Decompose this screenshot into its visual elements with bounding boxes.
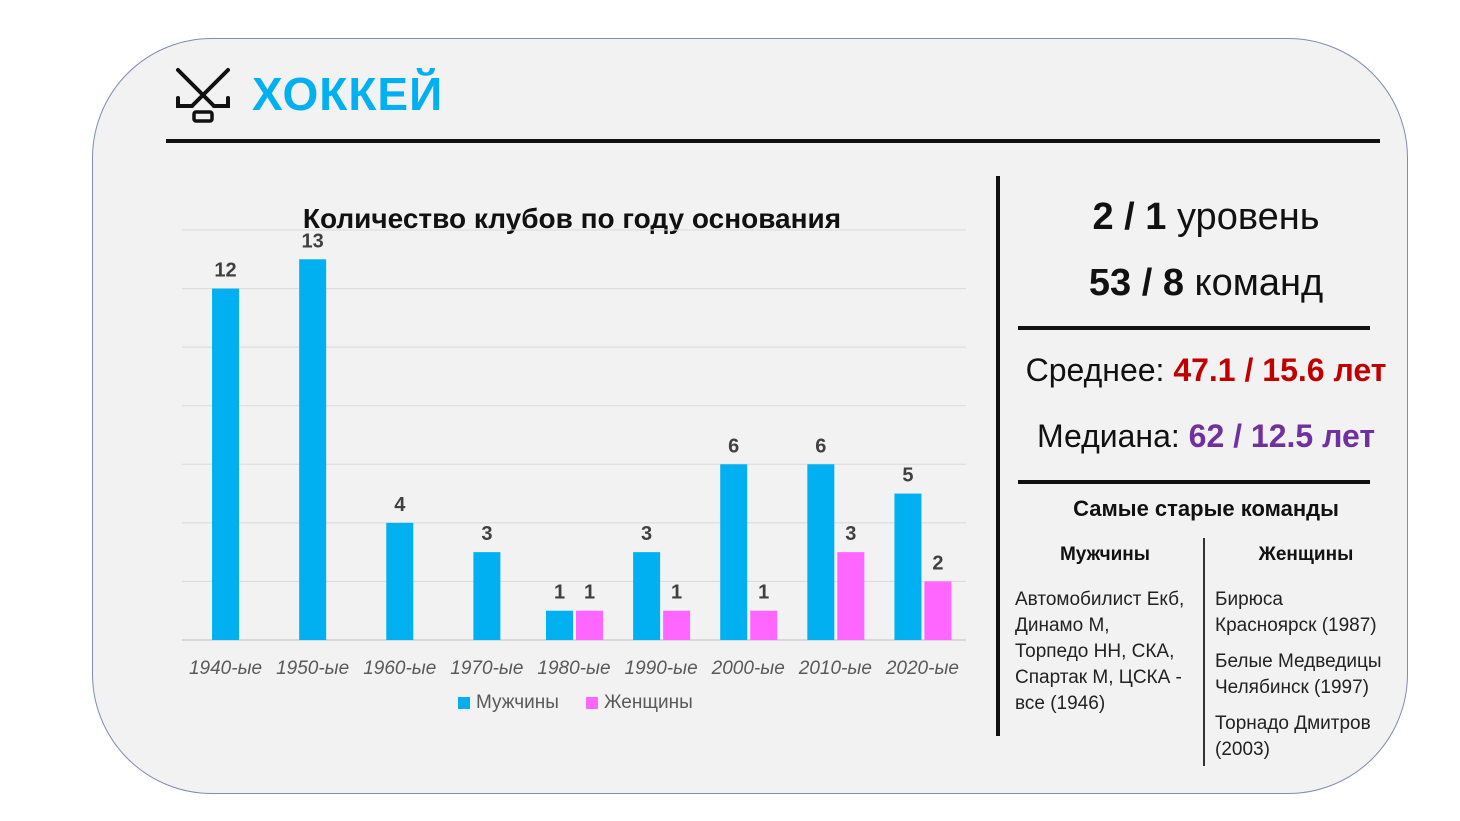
data-label: 12	[214, 260, 236, 282]
vertical-divider	[996, 176, 1000, 736]
x-tick-label: 2020-ые	[885, 658, 959, 679]
legend-label-men: Мужчины	[476, 692, 559, 713]
founding-year-chart: Количество клубов по году основания12194…	[182, 203, 966, 713]
men-team-line: Спартак М, ЦСКА -	[1015, 667, 1182, 688]
data-label: 6	[728, 435, 739, 457]
stats-divider-2	[1018, 480, 1370, 484]
data-label: 1	[554, 582, 565, 604]
bar-women	[837, 552, 865, 640]
bar-men	[633, 552, 661, 640]
stats-divider-1	[1018, 326, 1370, 330]
x-tick-label: 1940-ые	[189, 658, 262, 679]
men-team-line: Торпедо НН, СКА,	[1015, 641, 1175, 662]
men-oldest-list: Автомобилист Екб, Динамо М, Торпедо НН, …	[1015, 587, 1184, 717]
median-value: 62 / 12.5 лет	[1188, 418, 1376, 454]
columns-divider	[1203, 538, 1205, 766]
teams-stat: 53 / 8 команд	[1002, 262, 1410, 305]
data-label: 5	[902, 465, 913, 487]
bar-men	[894, 493, 922, 640]
x-tick-label: 2010-ые	[798, 658, 872, 679]
women-column-header: Женщины	[1258, 544, 1354, 565]
mean-label: Среднее:	[1025, 352, 1165, 388]
data-label: 1	[584, 582, 595, 604]
teams-label: команд	[1194, 262, 1324, 304]
data-label: 2	[932, 552, 943, 574]
bar-men	[212, 288, 240, 640]
median-stat: Медиана: 62 / 12.5 лет	[1002, 418, 1410, 455]
bar-women	[663, 610, 691, 640]
bar-women	[576, 610, 603, 640]
x-tick-label: 1970-ые	[450, 658, 523, 679]
chart-title: Количество клубов по году основания	[303, 203, 841, 234]
data-label: 13	[302, 230, 324, 252]
women-oldest-list: Бирюса Красноярск (1987) Белые Медведицы…	[1215, 587, 1382, 763]
x-tick-label: 1950-ые	[276, 658, 349, 679]
data-label: 4	[394, 494, 406, 516]
header-divider	[166, 139, 1380, 143]
men-column-header: Мужчины	[1059, 544, 1151, 565]
legend-swatch-women	[586, 697, 598, 709]
data-label: 3	[641, 523, 652, 545]
hockey-sticks-icon	[176, 68, 230, 123]
bar-men	[720, 464, 748, 640]
bar-men	[473, 552, 501, 640]
page-title: ХОККЕЙ	[252, 68, 444, 120]
bar-women	[924, 581, 952, 640]
levels-stat: 2 / 1 уровень	[1002, 196, 1410, 239]
legend-swatch-men	[458, 697, 470, 709]
women-team-line: Челябинск (1997)	[1215, 677, 1369, 698]
data-label: 6	[815, 435, 826, 457]
women-team-line: Белые Медведицы	[1215, 651, 1382, 672]
x-tick-label: 1990-ые	[625, 658, 698, 679]
levels-label: уровень	[1176, 196, 1320, 238]
x-tick-label: 1980-ые	[537, 658, 610, 679]
women-team-line: Бирюса	[1215, 589, 1283, 610]
mean-value: 47.1 / 15.6 лет	[1173, 352, 1387, 388]
women-team-line: Торнадо Дмитров	[1215, 713, 1371, 734]
oldest-teams-title: Самые старые команды	[1073, 496, 1339, 521]
teams-value: 53 / 8	[1088, 262, 1184, 304]
data-label: 3	[845, 523, 856, 545]
bar-men	[807, 464, 835, 640]
x-tick-label: 1960-ые	[363, 658, 436, 679]
legend-label-women: Женщины	[604, 692, 693, 713]
women-team-line: (2003)	[1215, 739, 1270, 760]
men-team-line: все (1946)	[1015, 693, 1106, 714]
x-tick-label: 2000-ые	[711, 658, 785, 679]
data-label: 1	[671, 582, 682, 604]
data-label: 3	[481, 523, 492, 545]
bar-men	[386, 522, 414, 640]
men-team-line: Автомобилист Екб,	[1015, 589, 1185, 610]
men-team-line: Динамо М,	[1015, 615, 1110, 636]
bar-men	[546, 610, 573, 640]
median-label: Медиана:	[1036, 418, 1180, 454]
mean-stat: Среднее: 47.1 / 15.6 лет	[1002, 352, 1410, 389]
bar-men	[299, 259, 327, 640]
data-label: 1	[758, 582, 769, 604]
bar-women	[750, 610, 778, 640]
levels-value: 2 / 1	[1092, 196, 1167, 238]
women-team-line: Красноярск (1987)	[1215, 615, 1377, 636]
